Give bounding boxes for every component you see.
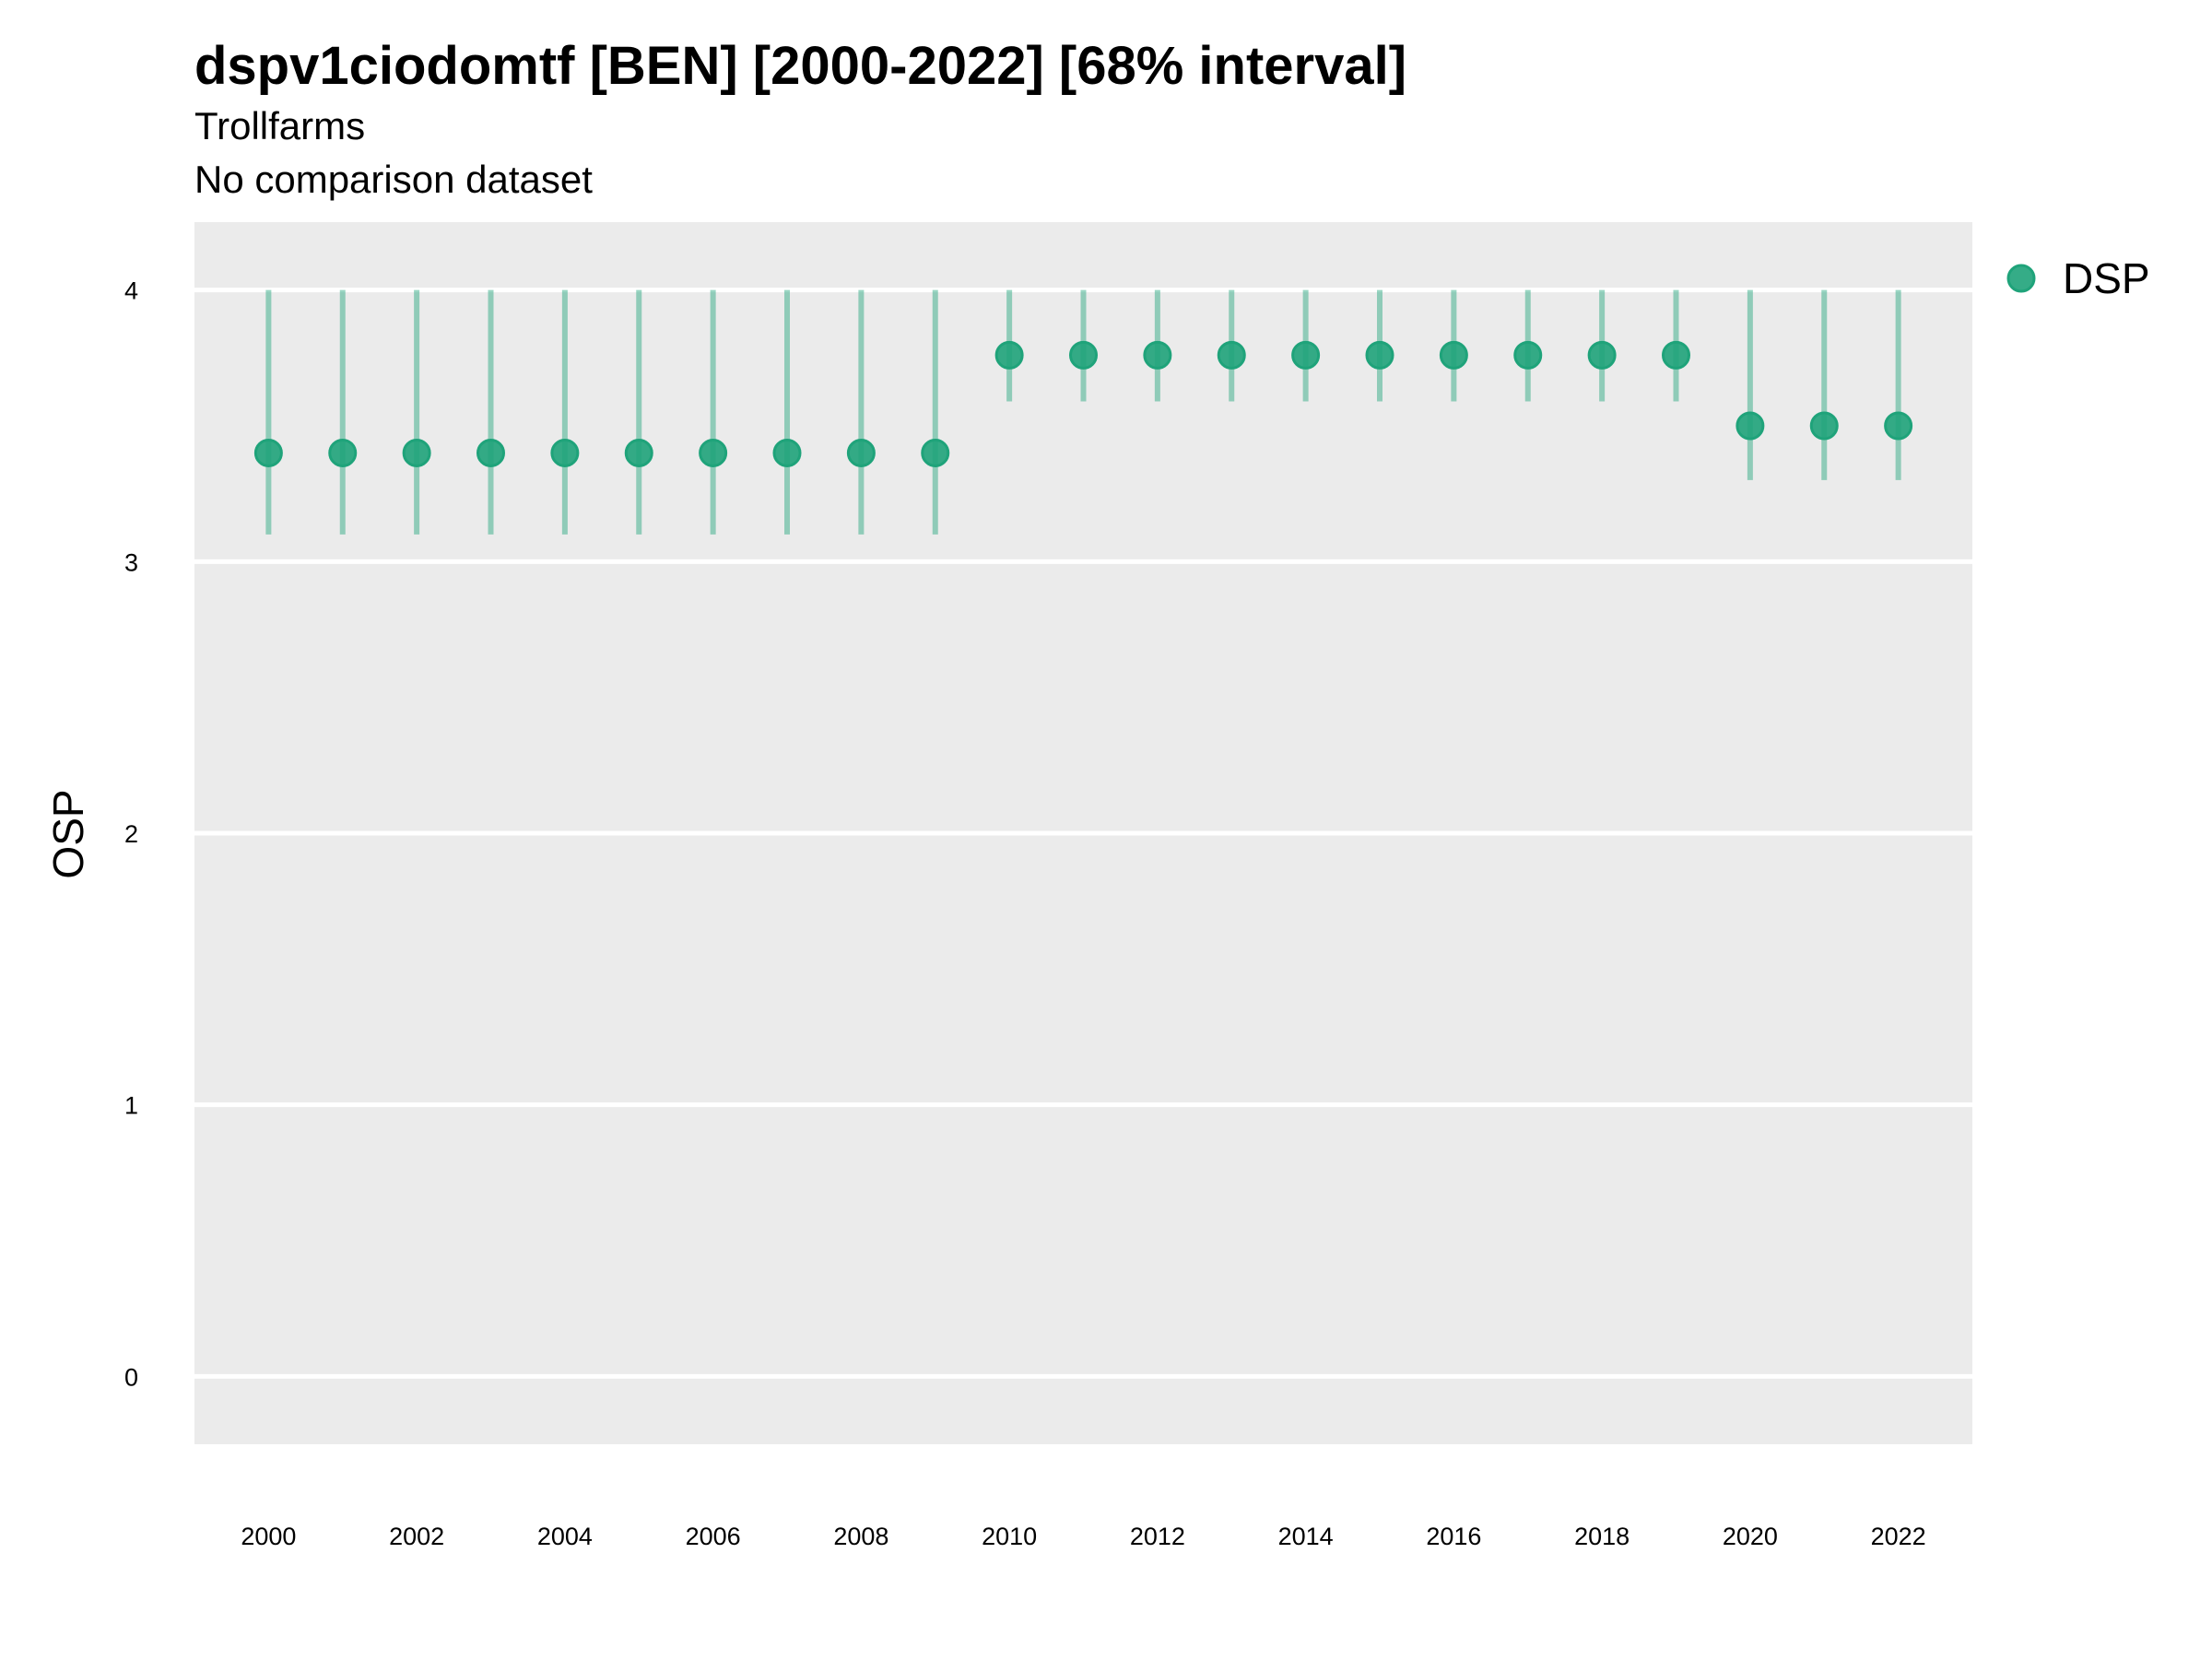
chart-subtitle-secondary: No comparison dataset xyxy=(194,158,593,201)
x-tick-label: 2018 xyxy=(1574,1523,1630,1550)
y-tick-label: 4 xyxy=(124,277,138,305)
y-axis-title: OSP xyxy=(44,789,92,878)
data-point xyxy=(699,438,728,467)
data-point xyxy=(994,340,1024,370)
data-point xyxy=(1069,340,1098,370)
x-tick-label: 2016 xyxy=(1426,1523,1481,1550)
x-tick-label: 2004 xyxy=(537,1523,593,1550)
y-tick-label: 1 xyxy=(124,1092,138,1120)
x-tick-label: 2010 xyxy=(982,1523,1037,1550)
data-point xyxy=(921,438,950,467)
data-point xyxy=(1662,340,1690,370)
x-tick-label: 2020 xyxy=(1723,1523,1778,1550)
x-tick-label: 2008 xyxy=(833,1523,888,1550)
data-point xyxy=(328,438,358,467)
y-tick-label: 2 xyxy=(124,820,138,848)
data-point xyxy=(1365,340,1394,370)
data-point xyxy=(1143,340,1172,370)
data-point xyxy=(846,438,876,467)
data-point xyxy=(1291,340,1321,370)
x-tick-label: 2022 xyxy=(1871,1523,1926,1550)
data-point xyxy=(1587,340,1617,370)
data-point xyxy=(550,438,580,467)
data-point xyxy=(477,438,505,467)
x-tick-label: 2014 xyxy=(1278,1523,1334,1550)
x-tick-label: 2002 xyxy=(389,1523,444,1550)
data-point xyxy=(1735,411,1765,441)
x-tick-label: 2012 xyxy=(1130,1523,1185,1550)
x-tick-label: 2006 xyxy=(686,1523,741,1550)
x-tick-labels: 2000 2002 2004 2006 2008 2010 2012 2014 2016 2018… xyxy=(241,1523,1925,1550)
legend: DSP xyxy=(2006,254,2150,302)
data-point xyxy=(1809,411,1839,441)
chart-subtitle: Trollfarms xyxy=(194,104,366,147)
data-points xyxy=(253,340,1913,467)
data-point xyxy=(772,438,802,467)
y-tick-labels: 0 1 2 3 4 xyxy=(124,277,138,1392)
data-point xyxy=(1439,340,1468,370)
chart-title: dspv1ciodomtf [BEN] [2000-2022] [68% int… xyxy=(194,36,1407,96)
legend-marker xyxy=(2006,264,2036,293)
data-point xyxy=(1217,340,1246,370)
y-tick-label: 0 xyxy=(124,1363,138,1391)
gridlines xyxy=(194,288,1972,1379)
data-point xyxy=(1513,340,1543,370)
y-tick-label: 3 xyxy=(124,548,138,576)
data-point xyxy=(402,438,431,467)
data-point xyxy=(1884,411,1913,441)
data-point xyxy=(253,438,283,467)
legend-label: DSP xyxy=(2063,254,2150,302)
x-tick-label: 2000 xyxy=(241,1523,296,1550)
data-point xyxy=(624,438,653,467)
